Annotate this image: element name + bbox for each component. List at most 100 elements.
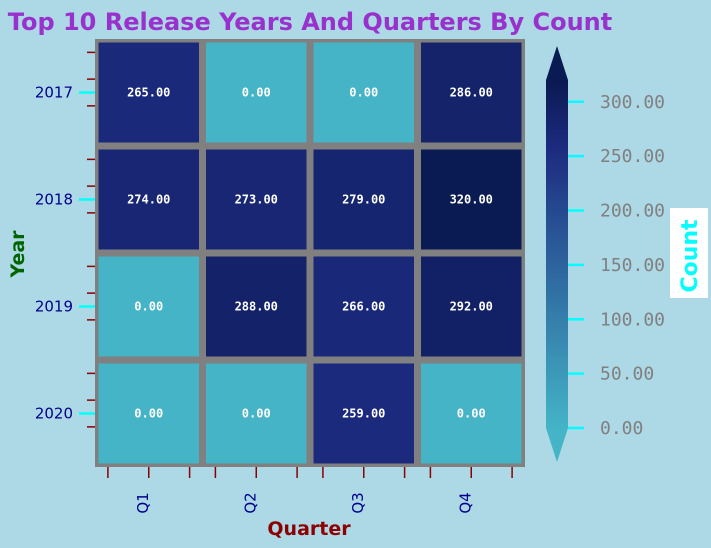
colorbar-segment — [546, 180, 568, 185]
colorbar-segment — [546, 261, 568, 267]
colorbar-segment — [546, 149, 568, 155]
cell-value-label: 279.00 — [342, 193, 385, 207]
heatmap-cell-2018-Q3 — [313, 149, 414, 250]
colorbar-segment — [546, 373, 568, 379]
heatmap-cell-2020-Q1 — [98, 363, 199, 464]
colorbar-segment — [546, 103, 568, 108]
colorbar-segment — [546, 242, 568, 247]
cell-value-label: 274.00 — [127, 193, 170, 207]
colorbar-segment — [546, 312, 568, 317]
heatmap-cell-labels: 265.00 0.00 0.00 286.00 274.00 273.00 279.00 32… — [127, 86, 493, 421]
colorbar-segment — [546, 153, 568, 158]
colorbar-segment — [546, 273, 568, 278]
colorbar-segment — [546, 91, 568, 97]
colorbar-segment — [546, 354, 568, 359]
cell-value-label: 292.00 — [450, 300, 493, 314]
x-axis-ticks: Q1 Q2 Q3 Q4 — [107, 467, 513, 514]
heatmap-cell-2020-Q2 — [206, 363, 307, 464]
colorbar-segment — [546, 408, 568, 414]
cell-value-label: 286.00 — [450, 86, 493, 100]
cell-value-label: 259.00 — [342, 407, 385, 421]
y-tick-label: 2019 — [35, 298, 73, 316]
colorbar-tick-label: 100.00 — [600, 309, 665, 330]
colorbar-segment — [546, 87, 568, 93]
heatmap-cell-2019-Q4 — [421, 256, 522, 357]
colorbar-segment — [546, 288, 568, 294]
colorbar-segment — [546, 161, 568, 166]
colorbar-segment — [546, 393, 568, 398]
cell-value-label: 0.00 — [134, 300, 163, 314]
colorbar-segment — [546, 257, 568, 263]
colorbar-segment — [546, 134, 568, 139]
colorbar-segment — [546, 292, 568, 298]
cell-value-label: 0.00 — [349, 86, 378, 100]
colorbar-segment — [546, 315, 568, 321]
colorbar-segment — [546, 277, 568, 282]
cell-value-label: 0.00 — [134, 407, 163, 421]
colorbar-segment — [546, 296, 568, 301]
colorbar-segment — [546, 281, 568, 286]
colorbar-extend-high — [546, 46, 568, 80]
chart-title: Top 10 Release Years And Quarters By Cou… — [8, 8, 612, 36]
colorbar-segment — [546, 300, 568, 305]
colorbar-segment — [546, 196, 568, 201]
colorbar-segment — [546, 342, 568, 348]
cell-value-label: 0.00 — [457, 407, 486, 421]
heatmap-cell-2017-Q3 — [313, 42, 414, 143]
colorbar-segment — [546, 269, 568, 274]
colorbar-tick-label: 300.00 — [600, 92, 665, 113]
colorbar-segment — [546, 203, 568, 209]
colorbar-segment — [546, 83, 568, 89]
colorbar-segment — [546, 238, 568, 243]
colorbar-segment — [546, 327, 568, 332]
colorbar-segment — [546, 412, 568, 417]
colorbar-segment — [546, 400, 568, 406]
colorbar-segment — [546, 246, 568, 251]
x-tick-label: Q4 — [456, 492, 474, 513]
colorbar-segment — [546, 230, 568, 236]
colorbar-segment — [546, 346, 568, 352]
colorbar-segment — [546, 107, 568, 112]
heatmap-cell-2017-Q2 — [206, 42, 307, 143]
heatmap-cell-2017-Q1 — [98, 42, 199, 143]
colorbar-segment — [546, 265, 568, 271]
colorbar-tick-label: 50.00 — [600, 364, 654, 385]
colorbar-tick-label: 150.00 — [600, 255, 665, 276]
colorbar-segment — [546, 141, 568, 147]
heatmap-cell-2019-Q3 — [313, 256, 414, 357]
colorbar-segment — [546, 385, 568, 390]
cell-value-label: 266.00 — [342, 300, 385, 314]
colorbar-segment — [546, 95, 568, 100]
colorbar-segment — [546, 420, 568, 425]
colorbar-segment — [546, 145, 568, 151]
y-tick-label: 2018 — [35, 191, 73, 209]
colorbar-segment — [546, 110, 568, 116]
colorbar-segment — [546, 424, 568, 429]
colorbar-segment — [546, 99, 568, 104]
colorbar-segment — [546, 397, 568, 402]
cell-value-label: 0.00 — [242, 86, 271, 100]
colorbar-segment — [546, 188, 568, 193]
colorbar-segment — [546, 254, 568, 259]
colorbar-segment — [546, 335, 568, 340]
heatmap-cell-2018-Q4 — [421, 149, 522, 250]
colorbar-segment — [546, 176, 568, 182]
colorbar-segment — [546, 184, 568, 189]
cell-value-label: 273.00 — [235, 193, 278, 207]
colorbar-extend-low — [546, 428, 568, 462]
heatmap-cell-2019-Q2 — [206, 256, 307, 357]
x-tick-label: Q2 — [241, 492, 259, 513]
colorbar-ticks: 0.00 50.00 100.00 150.00 200.00 250.00 300.00 — [568, 92, 665, 439]
x-axis-title: Quarter — [267, 518, 351, 540]
cell-value-label: 265.00 — [127, 86, 170, 100]
colorbar-segment — [546, 211, 568, 216]
cell-value-label: 320.00 — [450, 193, 493, 207]
colorbar-segment — [546, 80, 568, 85]
colorbar-segment — [546, 122, 568, 127]
colorbar-segment — [546, 377, 568, 383]
colorbar-segment — [546, 370, 568, 375]
colorbar-segment — [546, 323, 568, 329]
colorbar-segment — [546, 331, 568, 336]
colorbar-segment — [546, 350, 568, 356]
colorbar-tick-label: 0.00 — [600, 418, 643, 439]
